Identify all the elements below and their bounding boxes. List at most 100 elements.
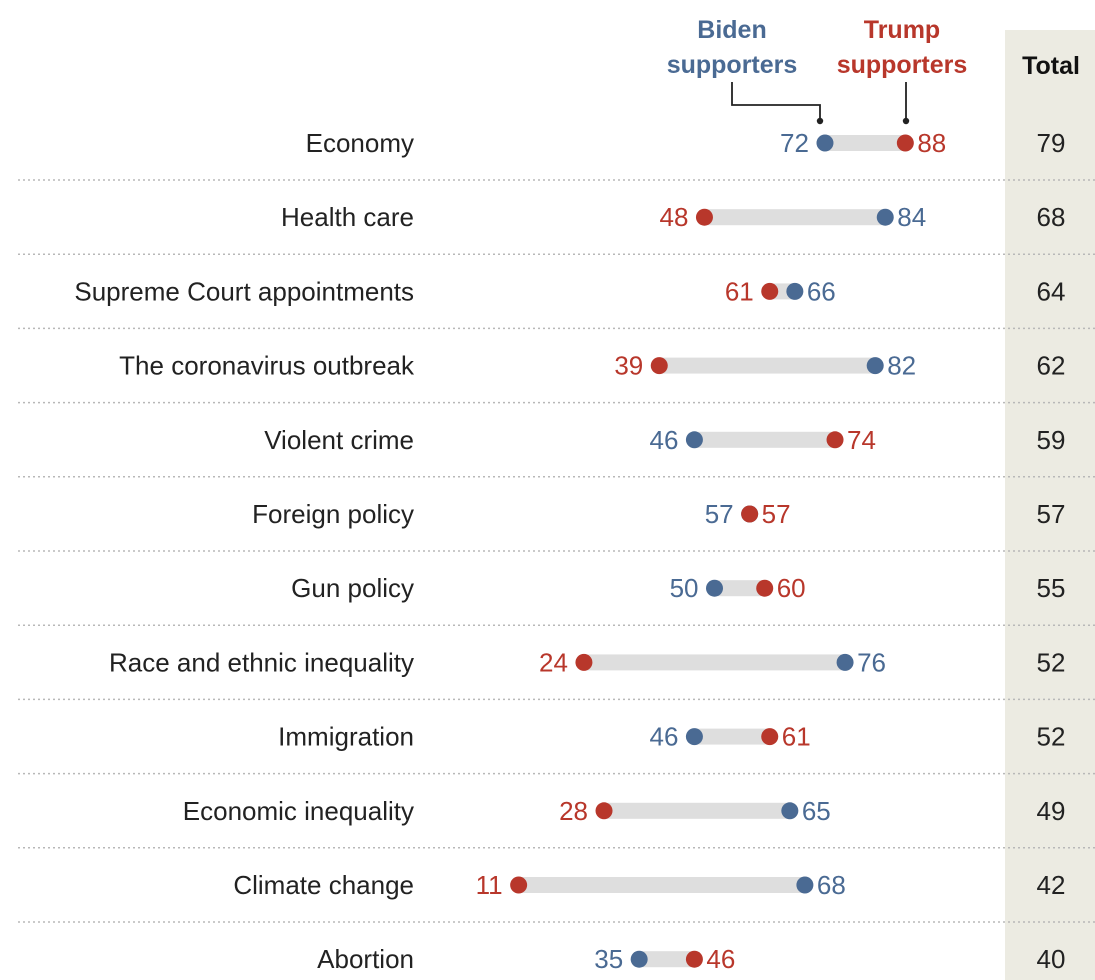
biden-value-label: 72 <box>780 128 809 158</box>
range-bar <box>824 135 906 151</box>
biden-dot <box>685 728 703 746</box>
trump-value-label: 74 <box>847 425 876 455</box>
chart-row: Race and ethnic inequality 76 24 52 <box>109 647 1065 677</box>
total-value-label: 62 <box>1037 351 1066 381</box>
trump-dot <box>510 876 528 894</box>
biden-value-label: 84 <box>897 202 926 232</box>
range-bar <box>583 654 846 671</box>
biden-value-label: 76 <box>857 647 886 677</box>
total-value-label: 68 <box>1037 202 1066 232</box>
row-label: Economic inequality <box>183 796 414 826</box>
biden-value-label: 65 <box>802 796 831 826</box>
trump-value-label: 60 <box>777 573 806 603</box>
total-value-label: 59 <box>1037 425 1066 455</box>
total-value-label: 64 <box>1037 276 1066 306</box>
biden-dot <box>796 876 814 894</box>
row-label: Gun policy <box>291 573 414 603</box>
chart-row: Abortion 35 46 40 <box>317 944 1065 974</box>
chart-row: Gun policy 50 60 55 <box>291 573 1065 603</box>
trump-value-label: 48 <box>660 202 689 232</box>
legend-biden-line1: Biden <box>697 16 766 44</box>
legend-biden-leader-dot <box>816 117 824 125</box>
row-label: Violent crime <box>264 425 414 455</box>
chart-rows: Economy 72 88 79 Health care 84 48 68 Supreme Co… <box>74 128 1065 974</box>
trump-value-label: 61 <box>782 722 811 752</box>
range-bar <box>518 877 805 893</box>
biden-value-label: 57 <box>705 499 734 529</box>
trump-dot <box>896 134 914 152</box>
trump-dot <box>695 208 713 226</box>
biden-value-label: 50 <box>670 573 699 603</box>
row-label: Economy <box>306 128 414 158</box>
legend-trump-line2: supporters <box>837 51 968 79</box>
total-value-label: 49 <box>1037 796 1066 826</box>
trump-value-label: 57 <box>762 499 791 529</box>
chart-row: Violent crime 46 74 59 <box>264 425 1065 455</box>
chart-row: Supreme Court appointments 66 61 64 <box>74 276 1065 306</box>
chart-row: Economy 72 88 79 <box>306 128 1066 158</box>
row-label: Abortion <box>317 944 414 974</box>
row-label: Health care <box>281 202 414 232</box>
biden-value-label: 46 <box>649 425 678 455</box>
total-value-label: 79 <box>1037 128 1066 158</box>
biden-value-label: 68 <box>817 870 846 900</box>
range-bar <box>694 728 770 745</box>
biden-value-label: 82 <box>887 351 916 381</box>
trump-value-label: 28 <box>559 796 588 826</box>
biden-dot <box>706 579 723 597</box>
total-value-label: 40 <box>1037 944 1066 974</box>
chart-row: Immigration 46 61 52 <box>278 722 1065 752</box>
range-bar <box>604 802 790 819</box>
trump-value-label: 24 <box>539 647 568 677</box>
total-value-label: 55 <box>1037 573 1066 603</box>
biden-dot <box>781 802 799 820</box>
row-label: Immigration <box>278 722 414 752</box>
legend-trump-line1: Trump <box>864 16 940 44</box>
total-value-label: 52 <box>1037 722 1066 752</box>
biden-value-label: 35 <box>594 944 623 974</box>
chart-row: Economic inequality 65 28 49 <box>183 796 1066 826</box>
trump-value-label: 61 <box>725 276 754 306</box>
trump-dot <box>595 802 613 820</box>
chart-row: Foreign policy 57 57 57 <box>252 499 1065 529</box>
legend-biden-line2: supporters <box>667 51 798 79</box>
biden-dot <box>786 282 804 300</box>
biden-dot <box>866 357 884 375</box>
range-bar <box>694 431 836 448</box>
biden-dot <box>876 208 894 226</box>
total-column-background <box>1005 30 1095 980</box>
trump-value-label: 46 <box>706 944 735 974</box>
row-label: Climate change <box>233 870 414 900</box>
range-bar <box>704 209 886 226</box>
trump-dot <box>741 505 759 523</box>
biden-dot <box>685 431 703 449</box>
trump-value-label: 39 <box>614 351 643 381</box>
trump-dot <box>761 728 779 746</box>
row-label: Race and ethnic inequality <box>109 647 414 677</box>
legend-trump-leader-dot <box>902 117 910 125</box>
row-label: Foreign policy <box>252 499 414 529</box>
biden-dot <box>630 950 648 968</box>
range-bar <box>639 951 695 968</box>
trump-value-label: 11 <box>476 870 503 900</box>
chart-row: Health care 84 48 68 <box>281 202 1065 232</box>
biden-value-label: 66 <box>807 276 836 306</box>
biden-value-label: 46 <box>649 722 678 752</box>
total-value-label: 57 <box>1037 499 1066 529</box>
biden-dot <box>816 134 834 152</box>
row-label: The coronavirus outbreak <box>119 351 415 381</box>
trump-dot <box>826 431 844 449</box>
total-value-label: 52 <box>1037 647 1066 677</box>
total-column-header: Total <box>1022 52 1080 80</box>
biden-dot <box>836 653 854 671</box>
chart-row: Climate change 68 11 42 <box>233 870 1065 900</box>
total-value-label: 42 <box>1037 870 1066 900</box>
trump-dot <box>685 950 703 968</box>
trump-dot <box>761 282 779 300</box>
trump-dot <box>756 579 774 597</box>
chart-row: The coronavirus outbreak 82 39 62 <box>119 351 1065 381</box>
row-label: Supreme Court appointments <box>74 276 414 306</box>
range-bar <box>714 580 765 597</box>
trump-dot <box>575 653 593 671</box>
